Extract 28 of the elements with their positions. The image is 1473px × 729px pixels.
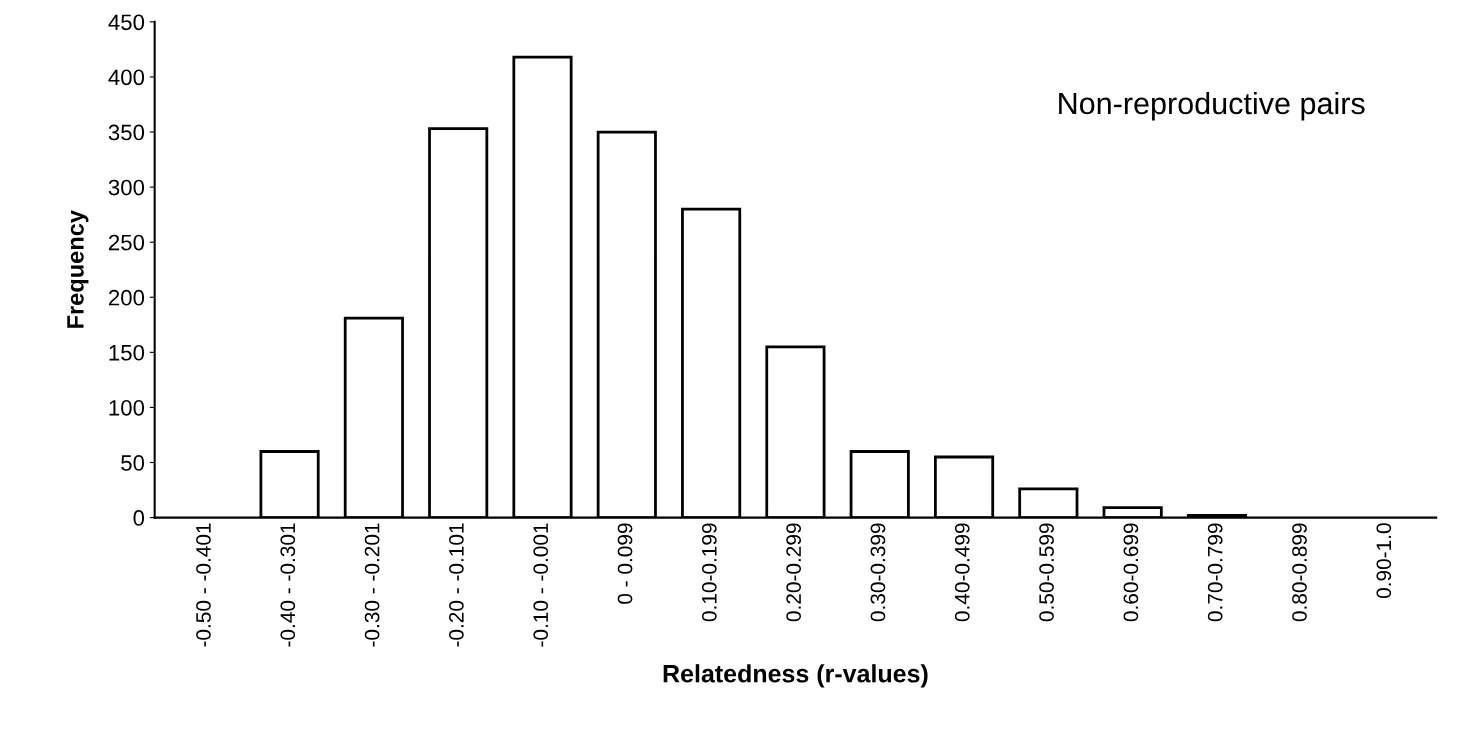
y-tick-label: 150: [109, 344, 145, 361]
x-tick-label: -0.50 - -0.401: [196, 523, 211, 647]
x-tick-label: 0.60-0.699: [1123, 523, 1139, 622]
x-tick-label: -0.10 - -0.001: [533, 523, 549, 647]
x-tick-label: -0.20 - -0.101: [449, 523, 464, 647]
x-tick-label: 0.10-0.199: [701, 523, 717, 622]
y-tick-label: 400: [108, 69, 145, 86]
y-tick-label: 200: [108, 289, 145, 306]
x-tick-label: 0.50-0.599: [1039, 523, 1054, 622]
x-axis-title: Relatedness (r-values): [663, 664, 928, 688]
x-tick-label: 0.40-0.499: [954, 523, 970, 622]
x-tick-label: 0.90-1.0: [1376, 523, 1392, 599]
x-tick-label: 0.20-0.299: [786, 523, 802, 622]
x-tick-label: -0.40 - -0.301: [280, 523, 296, 647]
y-tick-label: 450: [108, 14, 145, 31]
y-tick-label: 300: [108, 179, 145, 196]
x-tick-label: 0.70-0.799: [1207, 523, 1223, 622]
y-tick-label: 100: [109, 399, 145, 416]
y-tick-label: 0: [133, 510, 145, 526]
x-tick-label: 0.30-0.399: [870, 523, 886, 622]
annotation: Non-reproductive pairs: [1059, 91, 1365, 121]
y-tick-label: 250: [108, 234, 145, 251]
y-tick-label: 50: [121, 455, 145, 471]
x-tick-label: 0.80-0.899: [1292, 523, 1307, 622]
y-tick-label: 350: [108, 124, 145, 141]
y-axis-title: Frequency: [67, 210, 89, 328]
x-tick-label: -0.30 - -0.201: [364, 523, 380, 647]
x-tick-label: 0 - 0.099: [617, 523, 633, 604]
